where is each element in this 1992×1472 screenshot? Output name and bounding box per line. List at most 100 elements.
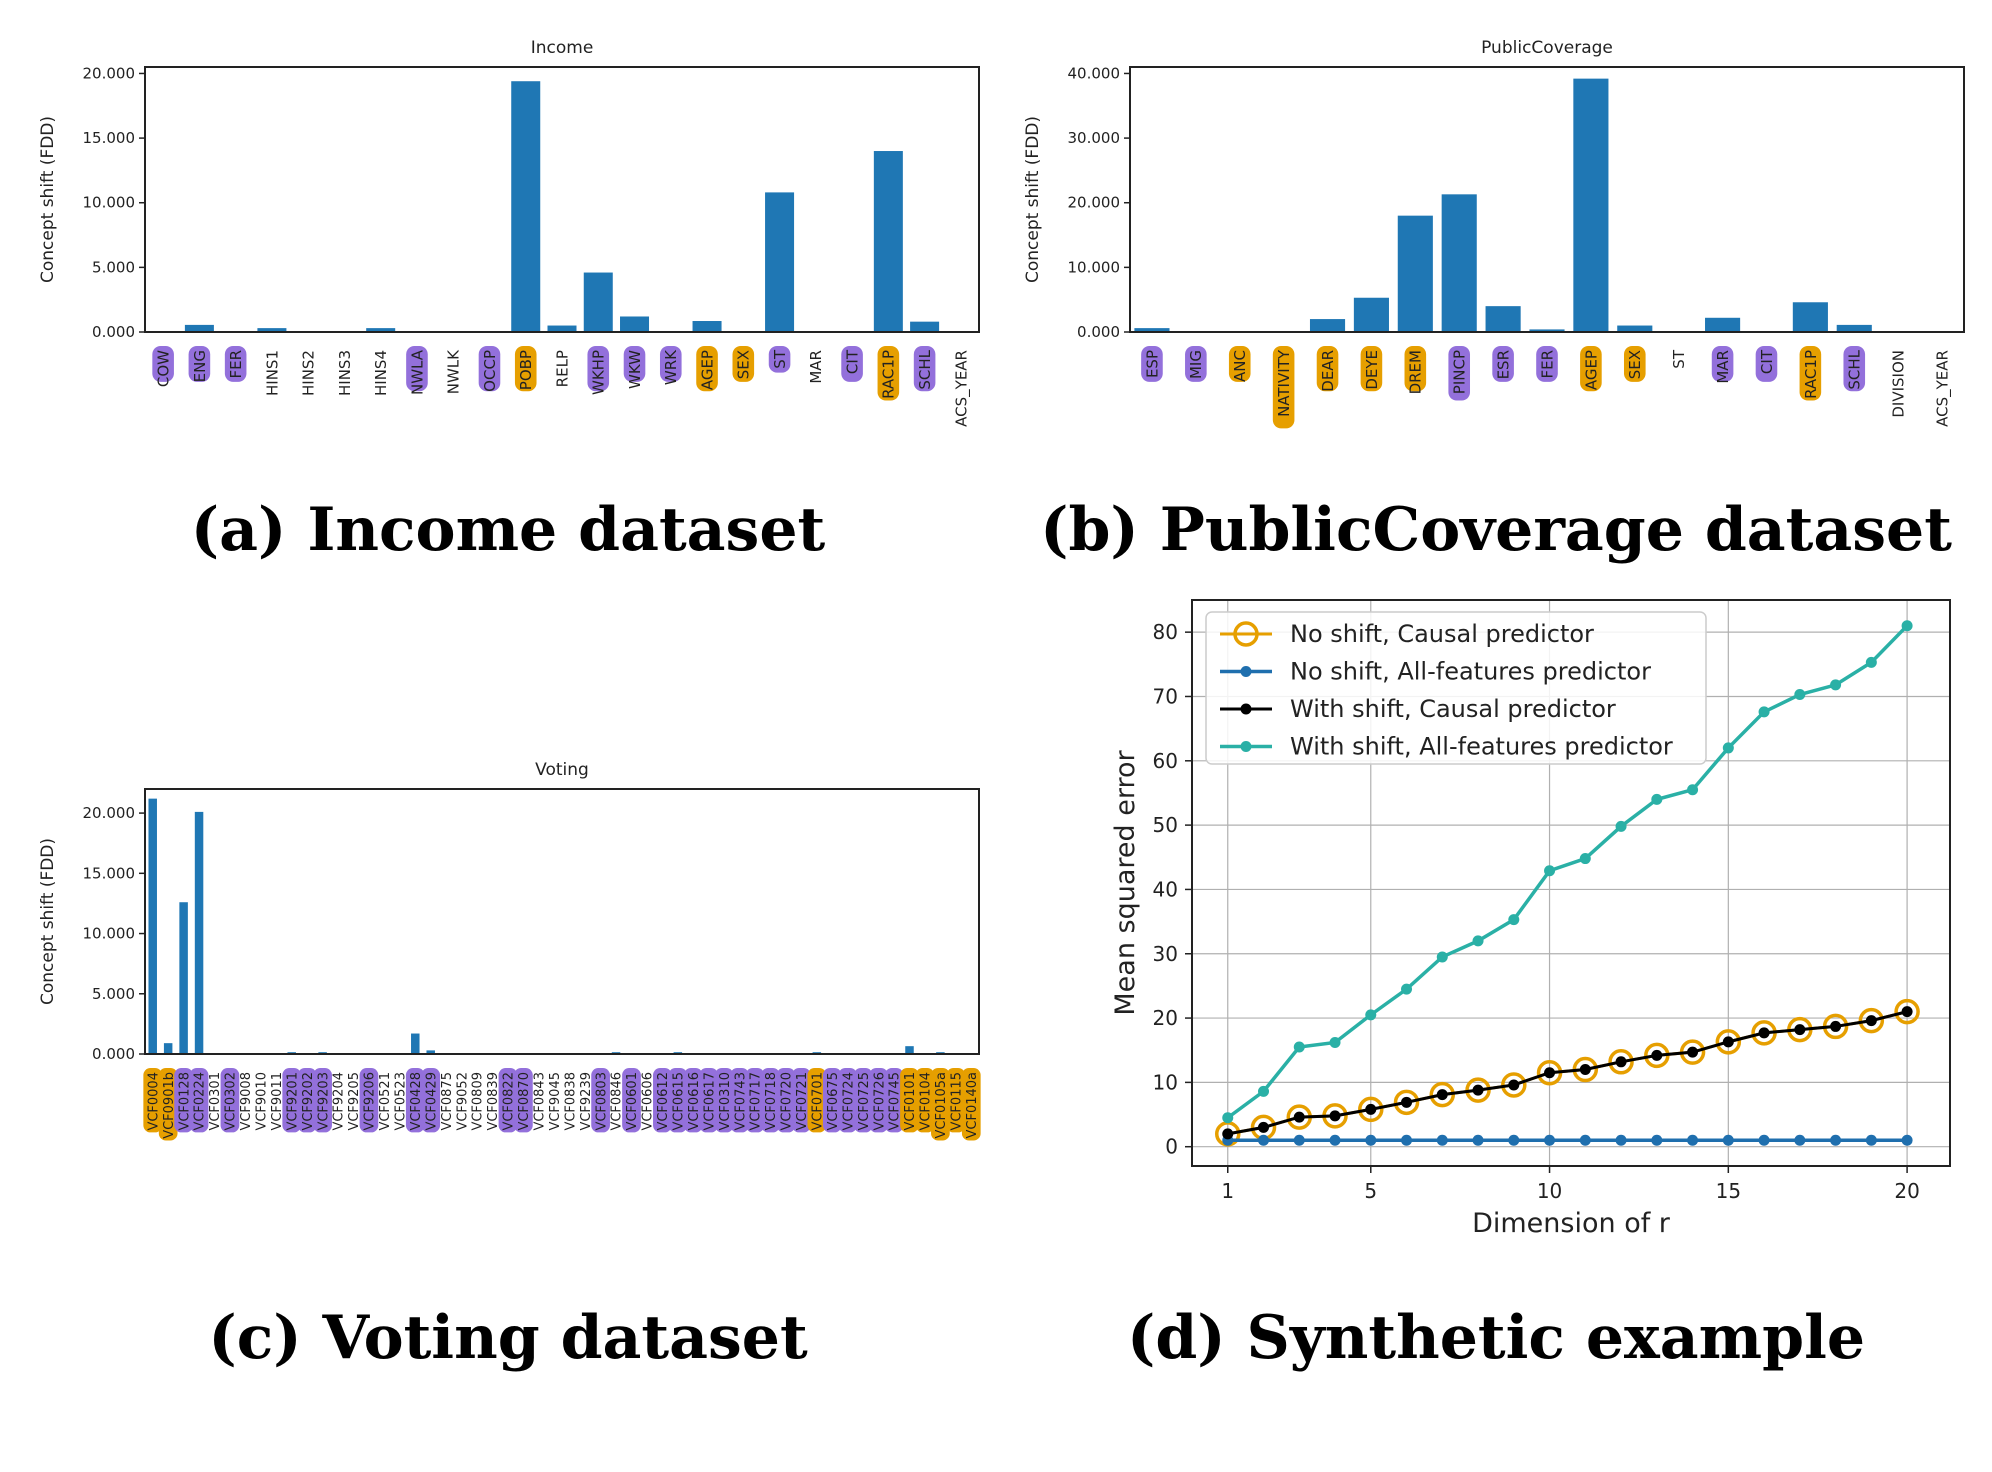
series-line <box>1227 1010 1908 1136</box>
x-label-highlight <box>514 1068 533 1133</box>
y-axis-label: Concept shift (FDD) <box>38 116 58 283</box>
x-label-highlight <box>220 1068 240 1133</box>
x-tick-label: VCF0809 <box>471 1072 486 1131</box>
y-tick-label: 5.000 <box>92 258 135 276</box>
x-label-highlight <box>1623 346 1646 382</box>
x-tick-label: VCF0302 <box>224 1072 239 1131</box>
x-label-highlight <box>730 1068 749 1133</box>
x-tick-label: VCF0523 <box>394 1072 409 1131</box>
bar <box>1573 78 1609 332</box>
bar <box>184 324 214 332</box>
data-point <box>1794 1134 1806 1146</box>
x-tick-label: 20 <box>1894 1179 1919 1203</box>
bar <box>1441 194 1477 332</box>
data-point <box>1579 853 1591 865</box>
x-tick-label: ESR <box>1495 350 1513 379</box>
bar <box>1705 317 1741 332</box>
panel-voting: Voting Concept shift (FDD) 0.000 5.000 10.00… <box>38 760 981 1141</box>
x-tick-label: WKHP <box>590 350 608 395</box>
x-label-highlight <box>807 1068 827 1133</box>
x-tick-label: VCF9052 <box>455 1072 470 1131</box>
x-tick-label: VCF0846 <box>610 1072 625 1131</box>
x-label-highlight <box>1360 346 1383 392</box>
y-tick-label: 20.000 <box>83 64 136 82</box>
x-tick-label: ACS_YEAR <box>1933 350 1952 427</box>
bar <box>765 192 795 332</box>
bar <box>910 321 940 332</box>
data-point <box>1508 914 1520 926</box>
y-tick-label: 0 <box>1165 1135 1178 1159</box>
data-point <box>1222 1112 1234 1124</box>
legend-entry: No shift, Causal predictor <box>1290 620 1594 648</box>
y-tick-label: 50 <box>1153 813 1178 837</box>
x-tick-label: VCF9203 <box>316 1072 331 1131</box>
data-point <box>1651 1049 1663 1061</box>
bar <box>1792 302 1828 332</box>
caption-synthetic: (d) Synthetic example <box>1127 1303 1865 1373</box>
x-tick-label: 1 <box>1221 1179 1234 1203</box>
x-label-highlight <box>421 1068 441 1133</box>
x-tick-label: VCF0718 <box>764 1072 779 1131</box>
x-tick-label: PINCP <box>1451 350 1469 394</box>
x-label-highlight <box>1799 346 1822 401</box>
x-tick-label: VCF9011 <box>270 1072 285 1131</box>
x-label-highlight <box>659 346 682 382</box>
y-axis-label: Concept shift (FDD) <box>38 838 58 1005</box>
x-label-highlight <box>1580 346 1602 392</box>
y-tick-label: 0.000 <box>92 1045 135 1063</box>
panel-income: Income Concept shift (FDD) 0.000 5.000 10.00… <box>38 38 980 427</box>
y-tick-label: 5.000 <box>92 985 135 1003</box>
x-label-highlight <box>653 1068 672 1133</box>
x-label-highlight <box>622 1068 641 1133</box>
series-line <box>1226 624 1909 1120</box>
data-point <box>1651 793 1663 805</box>
x-tick-label: VCF0428 <box>409 1072 424 1131</box>
x-tick-label: VCF0725 <box>857 1072 872 1131</box>
x-tick-label: VCF0720 <box>780 1072 795 1131</box>
data-point <box>1544 865 1556 877</box>
x-label-highlight <box>1492 346 1514 382</box>
data-point <box>1794 1024 1806 1036</box>
data-point <box>1651 1134 1663 1146</box>
data-point <box>1865 1134 1877 1146</box>
x-tick-label: VCF0615 <box>672 1072 687 1131</box>
data-point <box>1687 784 1699 796</box>
y-tick-label: 20.000 <box>83 804 136 822</box>
x-tick-label: VCF9202 <box>301 1072 316 1131</box>
x-tick-label: VCF0875 <box>440 1072 455 1131</box>
x-label-highlight <box>776 1068 796 1133</box>
x-tick-label: VCF0301 <box>208 1072 223 1131</box>
bar <box>511 81 541 332</box>
x-tick-label: AGEP <box>698 350 716 390</box>
x-tick-label: SEX <box>735 350 753 379</box>
y-axis-label: Mean squared error <box>1110 749 1141 1015</box>
x-label-highlight <box>587 346 610 392</box>
data-point <box>1794 689 1806 701</box>
plot-frame <box>144 66 980 333</box>
x-tick-label: VCF0721 <box>795 1072 810 1131</box>
x-tick-label: VCF0724 <box>841 1072 856 1131</box>
x-tick-label: FER <box>1538 350 1556 379</box>
plot-frame <box>1129 66 1965 333</box>
bar <box>905 1046 914 1054</box>
x-label-highlight <box>961 1068 981 1141</box>
x-tick-label: VCF0616 <box>687 1072 702 1131</box>
x-tick-label: VCF0606 <box>641 1072 656 1131</box>
x-tick-label: VCF0743 <box>733 1072 748 1131</box>
bar <box>1309 319 1346 332</box>
x-tick-label: OCCP <box>481 350 499 392</box>
x-label-highlight <box>1316 346 1339 392</box>
x-label-highlight <box>931 1068 950 1141</box>
x-tick-label: VCF0675 <box>826 1072 841 1131</box>
data-point <box>1436 1089 1448 1101</box>
data-point <box>1436 1134 1448 1146</box>
x-tick-label: NWLA <box>408 349 426 395</box>
x-tick-label: 10 <box>1537 1179 1562 1203</box>
data-point <box>1615 820 1627 832</box>
x-label-highlight <box>224 346 247 382</box>
x-axis-label: Dimension of r <box>1472 1208 1671 1239</box>
x-tick-label: MAR <box>1714 350 1732 384</box>
data-point <box>1501 1072 1527 1098</box>
